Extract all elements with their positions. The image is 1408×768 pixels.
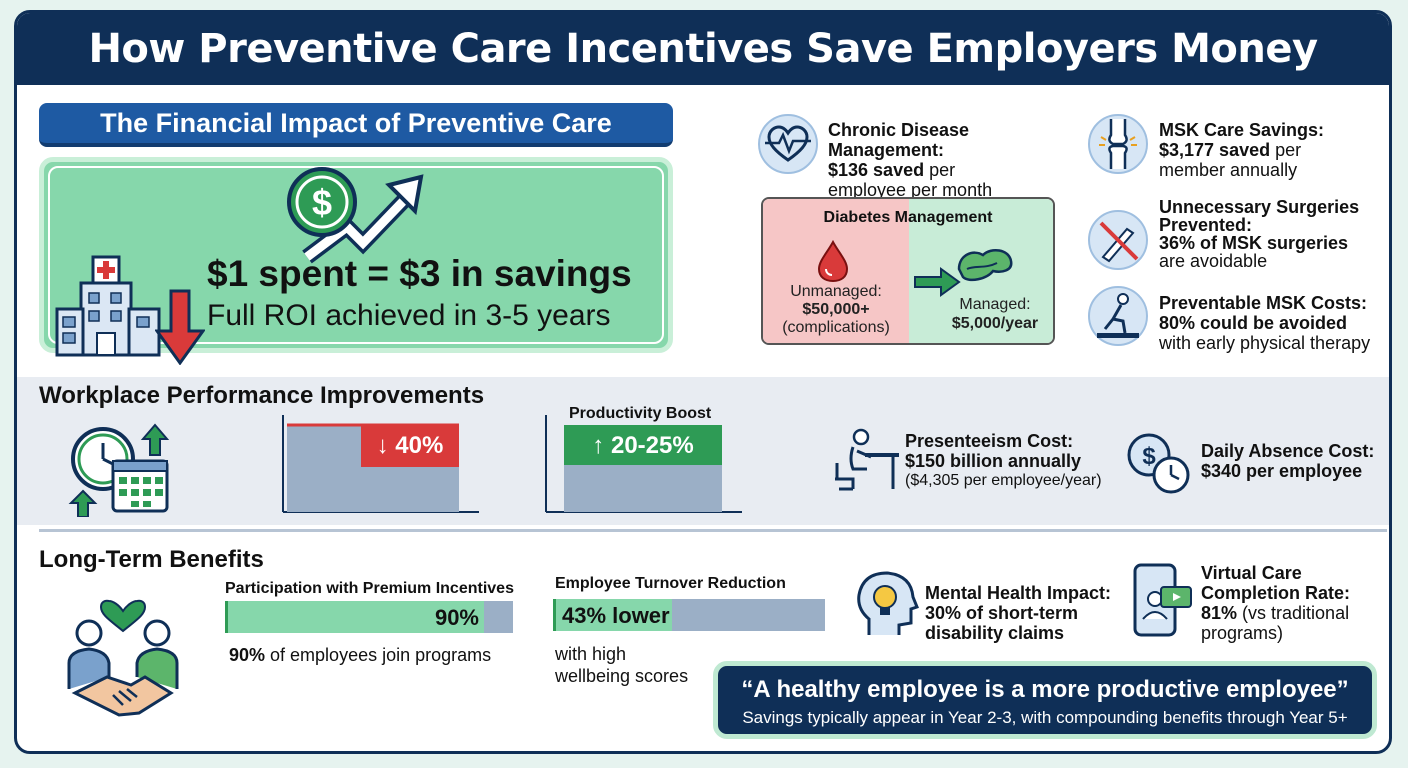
virtual-rest: (vs traditional: [1237, 603, 1350, 623]
financial-impact-heading: The Financial Impact of Preventive Care: [39, 103, 673, 147]
presenteeism-value: $150 billion annually: [905, 451, 1082, 471]
chronic-disease-stat: Chronic Disease Management: $136 saved p…: [828, 120, 1088, 200]
virtual-label1: Virtual Care: [1201, 563, 1302, 583]
unmanaged-value: $50,000+: [802, 301, 870, 318]
down-arrow-icon: [155, 289, 205, 365]
participation-track: 90%: [225, 601, 513, 633]
chronic-value: $136 saved: [828, 160, 925, 180]
productivity-title: Productivity Boost: [569, 405, 712, 422]
surgeries-line4: are avoidable: [1159, 251, 1268, 271]
preventable-value: 80% could be avoided: [1159, 313, 1348, 333]
turnover-bar-label: 43% lower: [562, 603, 670, 628]
absence-reduction-bar: [361, 425, 459, 467]
roi-subtext: Full ROI achieved in 3-5 years: [207, 299, 611, 332]
mental-value2: disability claims: [925, 623, 1065, 643]
managed-text: Managed: $5,000/year: [925, 295, 1053, 333]
managed-value: $5,000/year: [951, 315, 1039, 332]
no-scalpel-icon: [1088, 210, 1148, 270]
msk-value: $3,177 saved: [1159, 140, 1271, 160]
phone-video-icon: [1133, 563, 1192, 637]
money-clock-icon: $: [1127, 433, 1190, 494]
absence-label: Daily Absence Cost:: [1201, 441, 1375, 461]
presenteeism-label: Presenteeism Cost:: [905, 431, 1074, 451]
virtual-line4: programs): [1201, 623, 1284, 643]
turnover-caption: with high wellbeing scores: [555, 643, 688, 687]
participation-bar-label: 90%: [434, 605, 479, 630]
pancreas-icon: [957, 248, 1013, 282]
productivity-boost-bar: [564, 425, 722, 465]
hospital-icon: [55, 255, 161, 357]
chronic-rest: per: [924, 160, 956, 180]
turnover-caption2: wellbeing scores: [555, 666, 689, 686]
managed-label: Managed:: [959, 296, 1031, 313]
surgeries-value: 36% of MSK surgeries: [1159, 233, 1349, 253]
unmanaged-text: Unmanaged: $50,000+ (complications): [763, 283, 909, 337]
page-title: How Preventive Care Incentives Save Empl…: [88, 26, 1318, 72]
heart-monitor-icon: [758, 114, 818, 174]
preventable-line3: with early physical therapy: [1159, 333, 1371, 353]
unnecessary-surgeries-stat: Unnecessary Surgeries Prevented: 36% of …: [1159, 198, 1389, 270]
turnover-caption1: with high: [555, 644, 627, 664]
knee-joint-icon: [1088, 114, 1148, 174]
diabetes-title: Diabetes Management: [823, 209, 993, 226]
svg-text:$: $: [1142, 443, 1156, 470]
workplace-heading: Workplace Performance Improvements: [39, 382, 485, 409]
msk-line3: member annually: [1159, 160, 1298, 180]
handshake-heart-icon: [67, 599, 179, 717]
clock-calendar-icon: [68, 423, 170, 517]
diabetes-panel: Diabetes Management Unmanaged: $50,000+ …: [761, 197, 1055, 345]
svg-text:$: $: [312, 182, 332, 223]
msk-label: MSK Care Savings:: [1159, 120, 1325, 140]
quote-text: “A healthy employee is a more productive…: [741, 676, 1349, 703]
preventable-msk-stat: Preventable MSK Costs: 80% could be avoi…: [1159, 293, 1389, 353]
participation-fill: [225, 601, 485, 633]
absence-value: $340 per employee: [1201, 461, 1363, 481]
virtual-value: 81%: [1201, 603, 1238, 623]
quote-subtext: Savings typically appear in Year 2-3, wi…: [742, 708, 1348, 727]
roi-headline: $1 spent = $3 in savings: [207, 253, 632, 294]
virtual-care-stat: Virtual Care Completion Rate: 81% (vs tr…: [1201, 563, 1389, 643]
trend-up-arrow-icon: [302, 174, 424, 264]
surgeries-label2: Prevented:: [1159, 215, 1253, 235]
participation-caption-rest: of employees join programs: [265, 645, 492, 665]
absence-reduction-chart: ↓ 40%: [282, 415, 479, 513]
longterm-heading: Long-Term Benefits: [39, 546, 264, 573]
lightbulb-head-icon: [857, 571, 919, 635]
turnover-fill: [556, 599, 672, 631]
participation-title: Participation with Premium Incentives: [225, 580, 514, 597]
blood-drop-icon: [817, 239, 849, 283]
presenteeism-note: ($4,305 per employee/year): [905, 472, 1102, 489]
physical-therapy-icon: [1088, 286, 1148, 346]
infographic-frame: How Preventive Care Incentives Save Empl…: [14, 10, 1392, 754]
mental-value1: 30% of short-term: [925, 603, 1079, 623]
quote-box: “A healthy employee is a more productive…: [713, 661, 1377, 739]
dollar-coin-icon: $: [287, 167, 357, 237]
header-banner: How Preventive Care Incentives Save Empl…: [17, 13, 1389, 85]
msk-savings-stat: MSK Care Savings: $3,177 saved per membe…: [1159, 120, 1389, 180]
arrow-right-icon: [914, 267, 961, 297]
section-divider: [39, 529, 1387, 532]
desk-worker-icon: [835, 428, 899, 491]
unmanaged-note: (complications): [782, 319, 890, 336]
mental-health-stat: Mental Health Impact: 30% of short-term …: [925, 583, 1125, 643]
msk-rest: per: [1270, 140, 1302, 160]
turnover-title: Employee Turnover Reduction: [555, 575, 786, 592]
absence-reduction-label: ↓ 40%: [377, 432, 444, 459]
virtual-label2: Completion Rate:: [1201, 583, 1351, 603]
turnover-track: 43% lower: [553, 599, 825, 631]
surgeries-label1: Unnecessary Surgeries: [1159, 197, 1360, 217]
unmanaged-label: Unmanaged:: [790, 283, 882, 300]
mental-label: Mental Health Impact:: [925, 583, 1112, 603]
chronic-label: Chronic Disease Management:: [828, 120, 970, 160]
daily-absence-stat: Daily Absence Cost: $340 per employee: [1201, 441, 1389, 481]
productivity-label: ↑ 20-25%: [592, 432, 693, 459]
productivity-chart: ↑ 20-25%: [545, 415, 742, 513]
participation-caption: 90% of employees join programs: [229, 645, 491, 666]
preventable-label: Preventable MSK Costs:: [1159, 293, 1368, 313]
chronic-line3: employee per month: [828, 180, 993, 200]
productivity-base-bar: [564, 465, 722, 512]
presenteeism-stat: Presenteeism Cost: $150 billion annually…: [905, 431, 1145, 491]
participation-caption-bold: 90%: [229, 645, 266, 665]
